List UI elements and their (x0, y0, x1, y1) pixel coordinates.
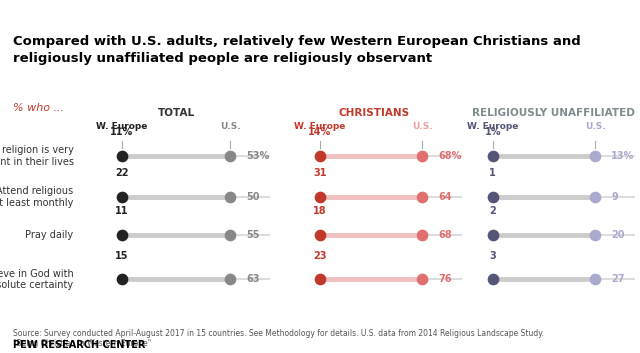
Text: 2: 2 (490, 206, 496, 216)
Text: 68: 68 (438, 230, 452, 240)
Text: 11: 11 (115, 206, 129, 216)
Text: 31: 31 (313, 168, 327, 178)
Text: Say religion is very
important in their lives: Say religion is very important in their … (0, 145, 74, 167)
Text: 53%: 53% (246, 151, 269, 161)
Text: 1%: 1% (484, 127, 501, 137)
Text: W. Europe: W. Europe (96, 122, 147, 131)
Text: RELIGIOUSLY UNAFFILIATED: RELIGIOUSLY UNAFFILIATED (472, 108, 635, 119)
Text: 14%: 14% (308, 127, 332, 137)
Text: W. Europe: W. Europe (294, 122, 346, 131)
Text: Compared with U.S. adults, relatively few Western European Christians and
religi: Compared with U.S. adults, relatively fe… (13, 35, 580, 65)
Text: Attend religious
services at least monthly: Attend religious services at least month… (0, 186, 74, 208)
Text: U.S.: U.S. (412, 122, 433, 131)
Text: W. Europe: W. Europe (467, 122, 518, 131)
Text: 18: 18 (313, 206, 327, 216)
Text: Pray daily: Pray daily (26, 230, 74, 240)
Text: 9: 9 (611, 192, 618, 202)
Text: 13%: 13% (611, 151, 634, 161)
Text: 55: 55 (246, 230, 260, 240)
Text: 22: 22 (115, 168, 129, 178)
Text: 20: 20 (611, 230, 625, 240)
Text: 68%: 68% (438, 151, 462, 161)
Text: CHRISTIANS: CHRISTIANS (339, 108, 410, 119)
Text: 27: 27 (611, 274, 625, 285)
Text: 50: 50 (246, 192, 260, 202)
Text: Source: Survey conducted April-August 2017 in 15 countries. See Methodology for : Source: Survey conducted April-August 20… (13, 329, 544, 348)
Text: Believe in God with
absolute certainty: Believe in God with absolute certainty (0, 269, 74, 290)
Text: PEW RESEARCH CENTER: PEW RESEARCH CENTER (13, 340, 145, 349)
Text: 63: 63 (246, 274, 260, 285)
Text: 76: 76 (438, 274, 452, 285)
Text: 64: 64 (438, 192, 452, 202)
Text: 15: 15 (115, 251, 129, 261)
Text: U.S.: U.S. (585, 122, 605, 131)
Text: % who ...: % who ... (13, 103, 64, 113)
Text: U.S.: U.S. (220, 122, 241, 131)
Text: 1: 1 (490, 168, 496, 178)
Text: 23: 23 (313, 251, 327, 261)
Text: TOTAL: TOTAL (157, 108, 195, 119)
Text: 11%: 11% (110, 127, 133, 137)
Text: 3: 3 (490, 251, 496, 261)
